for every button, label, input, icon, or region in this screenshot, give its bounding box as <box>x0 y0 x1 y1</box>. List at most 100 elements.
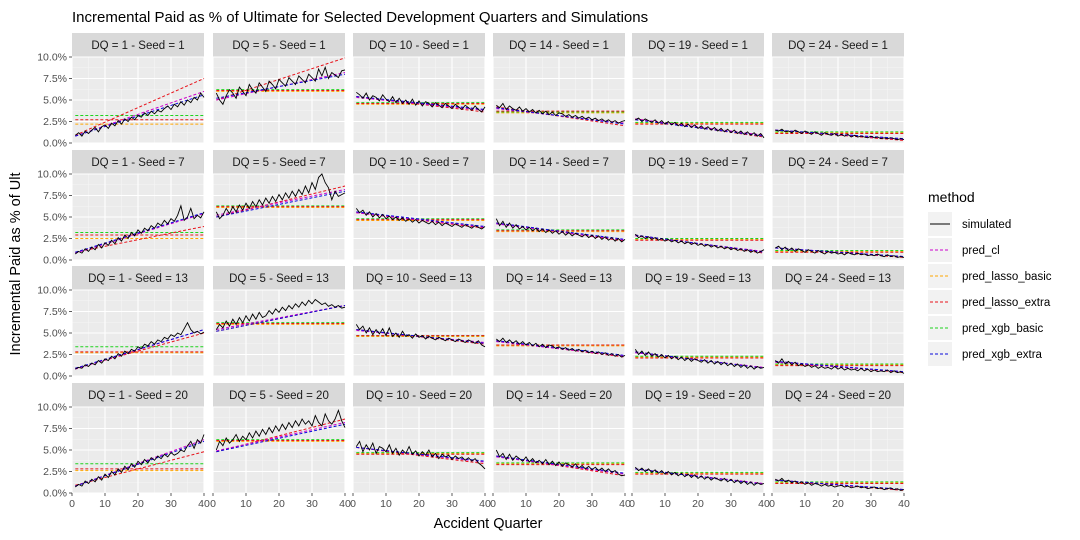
facet-strip-label: DQ = 19 - Seed = 20 <box>645 390 751 402</box>
facet-strip <box>632 266 764 290</box>
y-tick-label: 5.0% <box>43 328 67 340</box>
x-tick-label: 20 <box>553 498 565 510</box>
facet-panel-4-6: DQ = 24 - Seed = 20 0 10 20 30 40 <box>769 383 910 510</box>
series-line-simulated <box>775 477 905 491</box>
x-tick-label: 20 <box>273 498 285 510</box>
facet-strip <box>353 383 485 407</box>
facet-strip <box>213 33 345 57</box>
facet-strip-label: DQ = 24 - Seed = 1 <box>788 40 888 52</box>
series-line-simulated <box>775 245 905 258</box>
x-tick-label: 40 <box>479 498 491 510</box>
series-line-simulated <box>215 173 346 220</box>
facet-panel-2-6: DQ = 24 - Seed = 7 <box>771 150 905 261</box>
series-line-simulated <box>355 440 486 470</box>
x-tick-label: 0 <box>69 498 75 510</box>
legend-label: pred_lasso_basic <box>962 271 1052 283</box>
facet-strip <box>213 266 345 290</box>
facet-strip <box>353 150 485 174</box>
facet-strip-label: DQ = 19 - Seed = 1 <box>648 40 748 52</box>
y-tick-label: 2.5% <box>43 116 67 128</box>
facet-strip <box>353 266 485 290</box>
legend-item-pred-lasso-basic: pred_lasso_basic <box>928 264 1052 288</box>
series-line-pred-xgb-extra <box>635 234 765 253</box>
legend-item-pred-xgb-basic: pred_xgb_basic <box>928 316 1043 340</box>
series-line-simulated <box>635 117 765 139</box>
series-line-pred-cl <box>75 90 205 137</box>
x-tick-label: 0 <box>490 498 496 510</box>
series-line-pred-cl <box>216 304 346 331</box>
series-line-pred-xgb-extra <box>356 211 486 227</box>
facet-panel-3-2: DQ = 5 - Seed = 13 <box>212 266 346 377</box>
facet-strip <box>72 383 204 407</box>
x-tick-label: 30 <box>446 498 458 510</box>
x-tick-label: 0 <box>629 498 635 510</box>
x-tick-label: 20 <box>132 498 144 510</box>
facet-strip <box>632 33 764 57</box>
series-line-pred-xgb-extra <box>775 247 905 258</box>
legend-label: simulated <box>962 219 1011 231</box>
facet-strip <box>772 266 904 290</box>
x-tick-label: 10 <box>380 498 392 510</box>
legend-label: pred_cl <box>962 245 1000 257</box>
series-line-simulated <box>495 449 626 477</box>
facet-panel-4-4: DQ = 14 - Seed = 20 0 10 20 30 40 <box>490 383 631 510</box>
x-tick-label: 10 <box>240 498 252 510</box>
facet-panel-1-4: DQ = 14 - Seed = 1 <box>492 33 626 144</box>
series-line-pred-lasso-extra <box>75 78 205 136</box>
x-tick-label: 40 <box>198 498 210 510</box>
series-line-pred-cl <box>496 108 626 124</box>
legend-title: method <box>928 189 975 205</box>
legend-label: pred_xgb_extra <box>962 349 1043 361</box>
legend-item-pred-cl: pred_cl <box>928 238 1000 262</box>
facet-strip-label: DQ = 10 - Seed = 1 <box>369 40 469 52</box>
facet-strip <box>493 266 625 290</box>
facet-panel-4-1: DQ = 1 - Seed = 20 0.0% 2.5% 5.0% 7.5% 10.0% 0… <box>37 383 210 510</box>
facet-strip <box>213 383 345 407</box>
facet-strip <box>772 33 904 57</box>
series-line-simulated <box>634 233 765 254</box>
y-tick-label: 2.5% <box>43 466 67 478</box>
y-axis-title: Incremental Paid as % of Ult <box>8 173 24 356</box>
facet-panel-2-3: DQ = 10 - Seed = 7 <box>352 150 486 261</box>
facet-strip <box>493 150 625 174</box>
y-tick-label: 7.5% <box>43 190 67 202</box>
y-tick-label: 0.0% <box>43 138 67 150</box>
facet-panel-4-5: DQ = 19 - Seed = 20 0 10 20 30 40 <box>629 383 770 510</box>
legend-item-simulated: simulated <box>928 212 1011 236</box>
facet-strip <box>493 383 625 407</box>
facet-strip <box>632 383 764 407</box>
facet-strip <box>72 266 204 290</box>
series-line-pred-xgb-extra <box>496 455 626 474</box>
series-line-pred-xgb-extra <box>496 107 626 125</box>
x-tick-label: 10 <box>799 498 811 510</box>
facet-strip-label: DQ = 19 - Seed = 13 <box>645 273 751 285</box>
facet-strip <box>72 150 204 174</box>
y-tick-label: 7.5% <box>43 423 67 435</box>
series-line-simulated <box>75 92 205 137</box>
y-tick-label: 0.0% <box>43 255 67 267</box>
y-tick-label: 7.5% <box>43 306 67 318</box>
x-tick-label: 30 <box>306 498 318 510</box>
series-line-simulated <box>496 102 626 124</box>
series-line-pred-xgb-extra <box>635 119 765 137</box>
legend-item-pred-lasso-extra: pred_lasso_extra <box>928 290 1051 314</box>
series-line-pred-lasso-extra <box>75 225 205 253</box>
facet-strip <box>353 33 485 57</box>
series-line-simulated <box>634 466 765 486</box>
x-tick-label: 40 <box>898 498 910 510</box>
series-line-simulated <box>355 208 486 230</box>
y-tick-label: 10.0% <box>37 52 67 64</box>
y-tick-label: 2.5% <box>43 349 67 361</box>
legend-label: pred_lasso_extra <box>962 297 1051 309</box>
x-tick-label: 40 <box>758 498 770 510</box>
facet-strip <box>772 383 904 407</box>
facet-strip <box>632 150 764 174</box>
facet-panel-3-3: DQ = 10 - Seed = 13 <box>352 266 486 377</box>
y-tick-label: 0.0% <box>43 488 67 500</box>
x-tick-label: 10 <box>520 498 532 510</box>
x-tick-label: 30 <box>865 498 877 510</box>
series-line-pred-lasso-extra <box>216 185 346 218</box>
series-line-simulated <box>75 321 205 370</box>
facet-strip-label: DQ = 5 - Seed = 7 <box>232 157 325 169</box>
facet-panel-4-3: DQ = 10 - Seed = 20 0 10 20 30 40 <box>350 383 491 510</box>
